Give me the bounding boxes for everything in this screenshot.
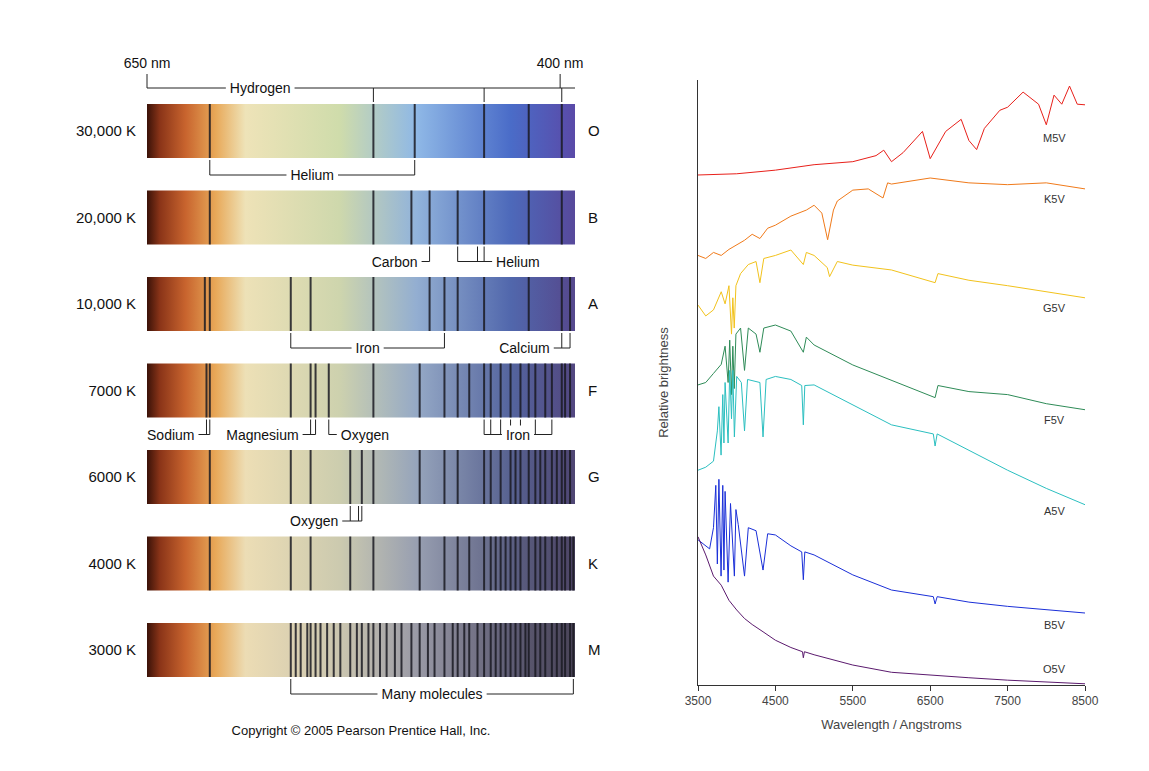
svg-text:7000 K: 7000 K	[88, 382, 136, 399]
svg-text:Iron: Iron	[506, 427, 530, 443]
svg-text:4000 K: 4000 K	[88, 555, 136, 572]
svg-text:A: A	[588, 295, 598, 312]
svg-text:8500: 8500	[1072, 694, 1099, 708]
svg-text:K5V: K5V	[1044, 193, 1065, 205]
svg-text:Wavelength / Angstroms: Wavelength / Angstroms	[821, 717, 962, 732]
svg-text:Helium: Helium	[496, 254, 540, 270]
svg-text:O: O	[588, 122, 600, 139]
svg-text:M: M	[588, 641, 601, 658]
svg-text:650 nm: 650 nm	[124, 55, 171, 71]
svg-text:K: K	[588, 555, 598, 572]
svg-text:5500: 5500	[839, 694, 866, 708]
svg-text:30,000 K: 30,000 K	[76, 122, 136, 139]
svg-text:3000 K: 3000 K	[88, 641, 136, 658]
svg-text:B: B	[588, 209, 598, 226]
svg-text:6500: 6500	[917, 694, 944, 708]
svg-text:F: F	[588, 382, 597, 399]
svg-text:G5V: G5V	[1043, 302, 1066, 314]
svg-text:6000 K: 6000 K	[88, 468, 136, 485]
svg-text:Calcium: Calcium	[499, 340, 550, 356]
svg-text:F5V: F5V	[1044, 414, 1065, 426]
svg-text:Iron: Iron	[356, 340, 380, 356]
svg-text:Oxygen: Oxygen	[290, 513, 338, 529]
svg-text:B5V: B5V	[1044, 619, 1065, 631]
svg-text:Helium: Helium	[290, 167, 334, 183]
svg-text:3500: 3500	[685, 694, 712, 708]
svg-text:Hydrogen: Hydrogen	[230, 80, 291, 96]
svg-text:Magnesium: Magnesium	[226, 427, 298, 443]
svg-text:Sodium: Sodium	[147, 427, 194, 443]
svg-text:20,000 K: 20,000 K	[76, 209, 136, 226]
svg-text:A5V: A5V	[1044, 505, 1065, 517]
svg-text:Many molecules: Many molecules	[381, 686, 482, 702]
svg-text:400 nm: 400 nm	[537, 55, 584, 71]
svg-text:M5V: M5V	[1043, 132, 1066, 144]
svg-text:G: G	[588, 468, 600, 485]
svg-text:Carbon: Carbon	[372, 254, 418, 270]
svg-text:7500: 7500	[994, 694, 1021, 708]
svg-text:Oxygen: Oxygen	[341, 427, 389, 443]
svg-text:O5V: O5V	[1043, 663, 1066, 675]
svg-text:Copyright © 2005 Pearson Prent: Copyright © 2005 Pearson Prentice Hall, …	[232, 723, 491, 738]
svg-text:10,000 K: 10,000 K	[76, 295, 136, 312]
svg-text:4500: 4500	[762, 694, 789, 708]
svg-text:Relative brightness: Relative brightness	[656, 327, 671, 438]
